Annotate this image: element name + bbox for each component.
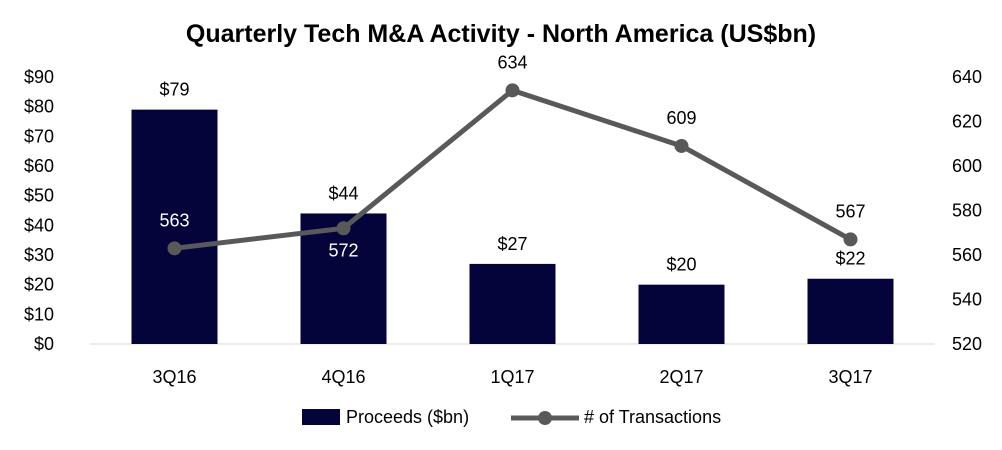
proceeds-data-label: $22 [835, 249, 865, 269]
left-axis-tick-label: $90 [24, 67, 54, 87]
right-axis-tick-label: 620 [952, 112, 982, 132]
transactions-point [674, 138, 689, 153]
transactions-point [843, 232, 858, 247]
transactions-point [505, 83, 520, 98]
proceeds-bar [638, 284, 725, 344]
left-axis-tick-label: $0 [34, 334, 54, 354]
transactions-data-label: 563 [159, 210, 189, 230]
proceeds-bars [131, 109, 894, 344]
transactions-point [167, 241, 182, 256]
left-axis-tick-label: $70 [24, 126, 54, 146]
proceeds-data-label: $27 [497, 234, 527, 254]
transactions-data-label: 572 [328, 240, 358, 260]
transactions-line-path [172, 87, 853, 251]
proceeds-bar [807, 278, 894, 344]
x-axis-category-label: 1Q17 [490, 367, 534, 387]
transactions-data-labels: 563 572 634 609 567 [159, 52, 865, 260]
right-axis-tick-label: 600 [952, 156, 982, 176]
transactions-point [336, 221, 351, 236]
chart-title: Quarterly Tech M&A Activity - North Amer… [186, 20, 816, 48]
proceeds-data-label: $20 [666, 255, 696, 275]
right-axis-tick-label: 560 [952, 245, 982, 265]
left-y-axis: $0 $10 $20 $30 $40 $50 $60 $70 $80 $90 [24, 67, 54, 354]
x-axis-category-label: 4Q16 [321, 367, 365, 387]
right-axis-tick-label: 520 [952, 334, 982, 354]
left-axis-tick-label: $10 [24, 304, 54, 324]
left-axis-tick-label: $50 [24, 186, 54, 206]
transactions-data-label: 567 [835, 201, 865, 221]
proceeds-data-labels: $79 $44 $27 $20 $22 [159, 80, 865, 275]
legend-swatch-transactions-marker [538, 411, 552, 425]
left-axis-tick-label: $20 [24, 275, 54, 295]
right-axis-tick-label: 580 [952, 201, 982, 221]
right-axis-tick-label: 540 [952, 290, 982, 310]
legend-label-proceeds: Proceeds ($bn) [346, 407, 469, 427]
transactions-line [167, 83, 858, 256]
proceeds-bar [131, 109, 218, 344]
left-axis-tick-label: $40 [24, 215, 54, 235]
legend-label-transactions: # of Transactions [584, 407, 721, 427]
right-y-axis: 520 540 560 580 600 620 640 [952, 67, 982, 354]
proceeds-data-label: $44 [328, 183, 358, 203]
x-axis-category-label: 3Q17 [828, 367, 872, 387]
legend: Proceeds ($bn) # of Transactions [302, 407, 721, 427]
x-axis: 3Q16 4Q16 1Q17 2Q17 3Q17 [152, 367, 872, 387]
x-axis-category-label: 2Q17 [659, 367, 703, 387]
left-axis-tick-label: $60 [24, 156, 54, 176]
x-axis-category-label: 3Q16 [152, 367, 196, 387]
transactions-data-label: 634 [497, 52, 527, 72]
left-axis-tick-label: $80 [24, 97, 54, 117]
proceeds-bar [469, 263, 556, 344]
proceeds-data-label: $79 [159, 80, 189, 100]
transactions-data-label: 609 [666, 108, 696, 128]
legend-swatch-proceeds [302, 409, 340, 425]
left-axis-tick-label: $30 [24, 245, 54, 265]
right-axis-tick-label: 640 [952, 67, 982, 87]
